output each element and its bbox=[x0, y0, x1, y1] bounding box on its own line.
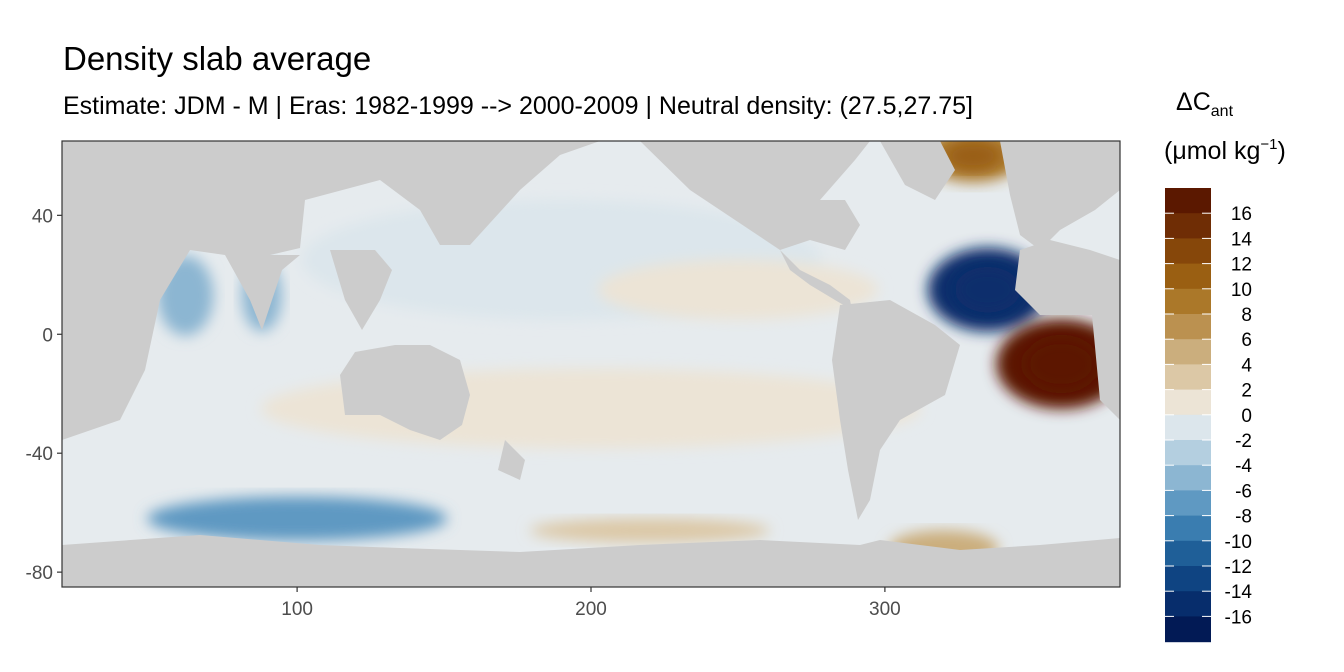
land-new-zealand bbox=[498, 440, 525, 480]
colorbar-label: -2 bbox=[1235, 431, 1252, 452]
colorbar-label: 12 bbox=[1231, 255, 1252, 276]
colorbar-label: 0 bbox=[1241, 406, 1252, 427]
colorbar-label: 10 bbox=[1231, 280, 1252, 301]
colorbar-segment bbox=[1165, 364, 1211, 391]
legend-title-unit: (μmol kg−1) bbox=[1164, 136, 1286, 166]
colorbar-label: 6 bbox=[1241, 330, 1252, 351]
colorbar-segment bbox=[1165, 188, 1211, 214]
y-axis: 40 0 -40 -80 bbox=[26, 206, 62, 584]
chart-subtitle: Estimate: JDM - M | Eras: 1982-1999 --> … bbox=[63, 92, 973, 120]
colorbar-label: -6 bbox=[1235, 481, 1252, 502]
region-core bbox=[945, 141, 1001, 171]
colorbar-segment bbox=[1165, 465, 1211, 491]
colorbar-label: -4 bbox=[1235, 456, 1252, 477]
land-greenland bbox=[880, 141, 955, 200]
x-tick-label: 300 bbox=[869, 599, 901, 620]
land-antarctica bbox=[62, 535, 1120, 587]
legend-title-main: ΔC bbox=[1176, 88, 1211, 116]
colorbar-label: -12 bbox=[1225, 557, 1252, 578]
legend-unit-prefix: (μmol kg bbox=[1164, 137, 1261, 165]
legend-unit-exponent: −1 bbox=[1260, 136, 1278, 153]
land-africa bbox=[62, 141, 480, 440]
colorbar-label: 8 bbox=[1241, 305, 1252, 326]
legend-title-subscript: ant bbox=[1210, 103, 1234, 120]
x-axis: 100 200 300 bbox=[281, 587, 901, 620]
y-tick-label: -40 bbox=[26, 444, 53, 465]
land-central-america bbox=[780, 250, 852, 310]
colorbar-segment bbox=[1165, 540, 1211, 567]
legend-unit-suffix: ) bbox=[1277, 137, 1286, 165]
region-pacific-antarctic-positive bbox=[529, 518, 770, 543]
colorbar-label: 16 bbox=[1231, 204, 1252, 225]
region-blob bbox=[147, 496, 448, 541]
colorbar-segment bbox=[1165, 414, 1211, 441]
colorbar-segment bbox=[1165, 213, 1211, 239]
colorbar-segment bbox=[1165, 515, 1211, 542]
region-south-atlantic-tropical-positive bbox=[996, 319, 1120, 409]
colorbar-segment bbox=[1165, 591, 1211, 617]
legend-title-variable: ΔCant bbox=[1176, 88, 1233, 121]
colorbar-segment bbox=[1165, 314, 1211, 340]
x-tick-label: 200 bbox=[575, 599, 607, 620]
y-tick-label: 40 bbox=[32, 206, 53, 227]
land-mask bbox=[62, 141, 1120, 587]
colorbar-segment bbox=[1165, 616, 1211, 643]
chart-title: Density slab average bbox=[63, 40, 372, 77]
land-west-africa bbox=[1015, 240, 1120, 420]
colorbar-segment bbox=[1165, 288, 1211, 315]
colorbar-label: -14 bbox=[1225, 582, 1253, 603]
land-eurasia-north bbox=[380, 141, 600, 245]
land-australia bbox=[340, 345, 470, 440]
land-north-america bbox=[600, 141, 870, 250]
colorbar-segment bbox=[1165, 440, 1211, 466]
region-southern-ocean-indian-negative bbox=[147, 496, 448, 541]
colorbar-segment bbox=[1165, 238, 1211, 265]
colorbar-label: 14 bbox=[1231, 229, 1253, 250]
colorbar-label: 4 bbox=[1241, 355, 1252, 376]
colorbar-label: -10 bbox=[1225, 532, 1252, 553]
colorbar-segment bbox=[1165, 263, 1211, 290]
land-indian-subcontinent bbox=[225, 255, 300, 330]
colorbar-segment bbox=[1165, 490, 1211, 517]
region-blob bbox=[529, 518, 770, 543]
land-south-america bbox=[832, 300, 960, 520]
colorbar-label: 2 bbox=[1241, 381, 1252, 402]
colorbar-segment bbox=[1165, 339, 1211, 365]
colorbar: 16 14 12 10 8 6 4 2 0 -2 -4 -6 -8 -10 -12 -14 -16 bbox=[1165, 188, 1253, 643]
colorbar-segment bbox=[1165, 566, 1211, 592]
plot-panel bbox=[61, 140, 1121, 588]
land-europe bbox=[1000, 141, 1120, 250]
y-tick-label: -80 bbox=[26, 563, 53, 584]
colorbar-label: -16 bbox=[1225, 607, 1252, 628]
colorbar-label: -8 bbox=[1235, 507, 1252, 528]
x-tick-label: 100 bbox=[281, 599, 313, 620]
region-core bbox=[954, 266, 1021, 313]
colorbar-segment bbox=[1165, 389, 1211, 416]
land-southeast-asia bbox=[330, 250, 392, 330]
region-core bbox=[1025, 339, 1097, 389]
y-tick-label: 0 bbox=[42, 325, 53, 346]
